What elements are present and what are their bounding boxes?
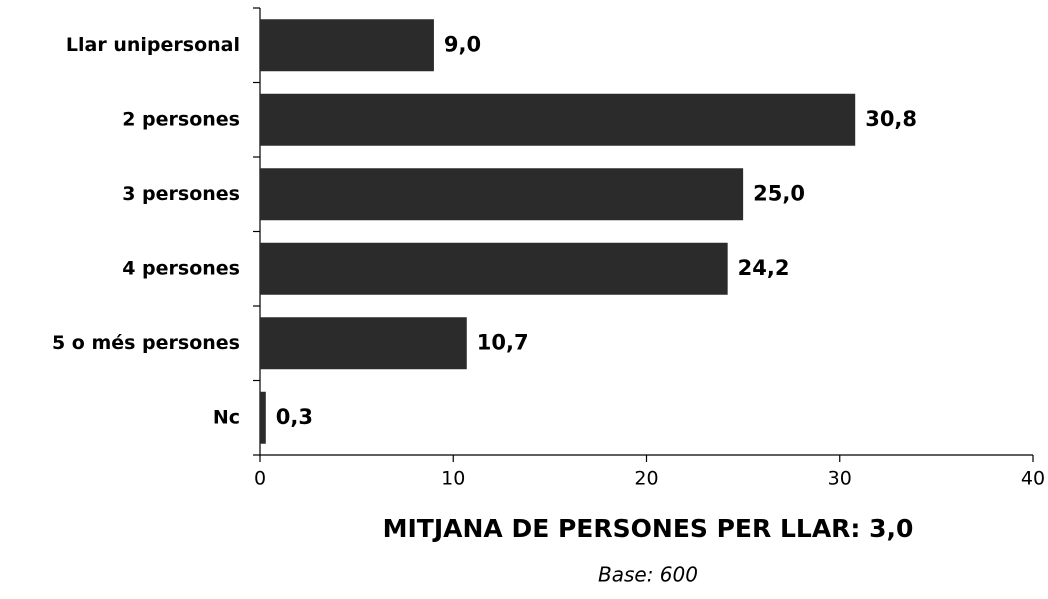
value-label: 24,2 xyxy=(738,256,790,280)
y-tick-label: 5 o més persones xyxy=(52,332,240,354)
value-label: 9,0 xyxy=(444,32,481,56)
y-tick-label: Nc xyxy=(213,406,240,428)
x-tick-label: 30 xyxy=(828,468,852,490)
y-tick-label: 2 persones xyxy=(122,108,240,130)
y-tick-label: 4 persones xyxy=(122,257,240,279)
bar xyxy=(260,93,856,146)
bar xyxy=(260,317,467,370)
chart-subtitle: Base: 600 xyxy=(598,563,698,587)
bar xyxy=(260,168,744,221)
y-tick-label: 3 persones xyxy=(122,183,240,205)
chart-title: MITJANA DE PERSONES PER LLAR: 3,0 xyxy=(383,514,914,543)
value-label: 25,0 xyxy=(753,181,805,205)
y-tick-label: Llar unipersonal xyxy=(66,34,240,56)
x-tick-label: 10 xyxy=(441,468,465,490)
x-tick-label: 40 xyxy=(1021,468,1045,490)
x-tick-label: 20 xyxy=(634,468,658,490)
value-label: 0,3 xyxy=(276,405,313,429)
value-label: 30,8 xyxy=(865,107,917,131)
value-label: 10,7 xyxy=(477,330,529,354)
x-tick-label: 0 xyxy=(254,468,266,490)
bar xyxy=(260,391,266,444)
bar xyxy=(260,242,728,295)
bar xyxy=(260,19,434,72)
